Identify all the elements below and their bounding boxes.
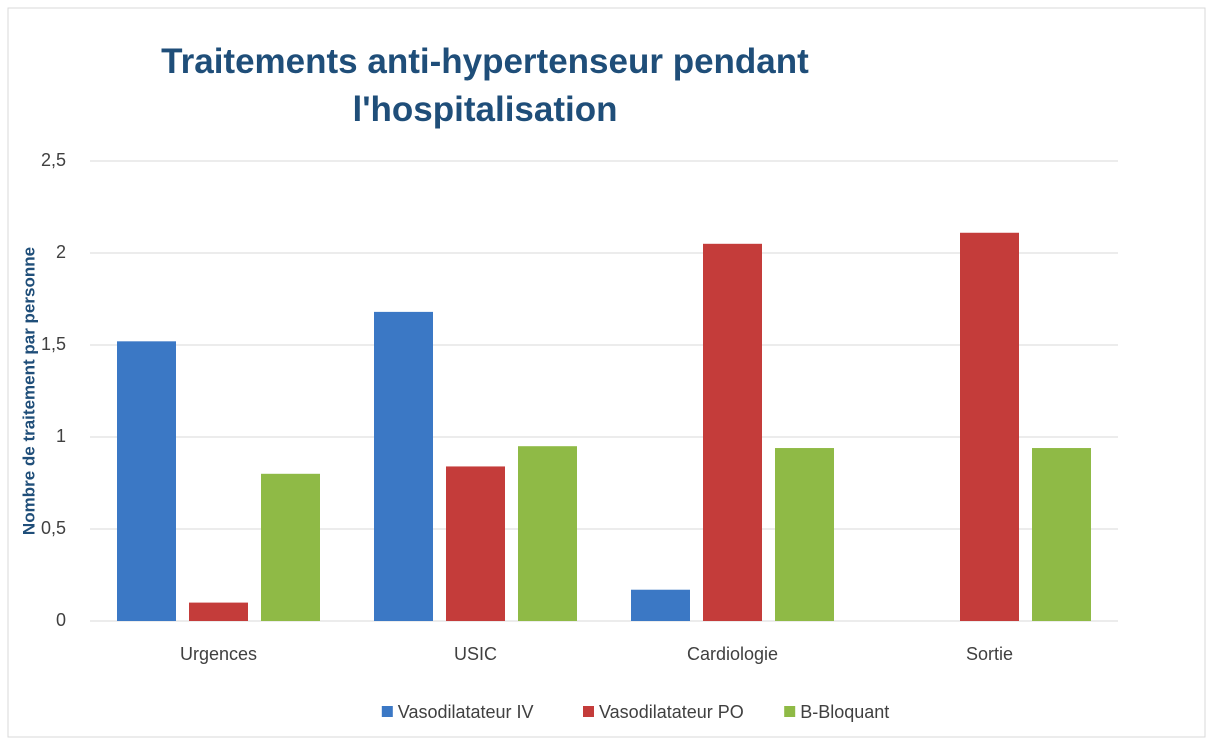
bar: [189, 602, 248, 621]
legend-label: Vasodilatateur PO: [599, 702, 744, 722]
y-axis-label: Nombre de traitement par personne: [19, 247, 38, 535]
x-tick-label: USIC: [454, 644, 497, 664]
y-tick-label: 1,5: [41, 334, 66, 354]
legend-label: B-Bloquant: [800, 702, 889, 722]
legend-swatch: [381, 706, 393, 717]
legend-label: Vasodilatateur IV: [398, 702, 534, 722]
y-tick-label: 0: [56, 610, 66, 630]
bar: [703, 243, 762, 622]
bar: [446, 466, 505, 621]
y-tick-label: 0,5: [41, 518, 66, 538]
legend-swatch: [583, 706, 594, 717]
x-tick-label: Sortie: [966, 644, 1013, 664]
bar: [631, 589, 690, 621]
bar: [117, 341, 176, 621]
bar: [518, 446, 577, 621]
x-tick-label: Cardiologie: [687, 644, 778, 664]
y-tick-label: 1: [56, 426, 66, 446]
y-tick-label: 2: [56, 242, 66, 262]
y-tick-label: 2,5: [41, 150, 66, 170]
bar: [960, 232, 1019, 621]
legend-swatch: [784, 706, 796, 717]
bar: [261, 473, 320, 621]
bar: [374, 311, 433, 621]
bar: [775, 448, 834, 621]
chart-title: Traitements anti-hypertenseur pendant l'…: [161, 42, 809, 129]
x-tick-label: Urgences: [180, 644, 257, 664]
bar: [1032, 448, 1091, 621]
